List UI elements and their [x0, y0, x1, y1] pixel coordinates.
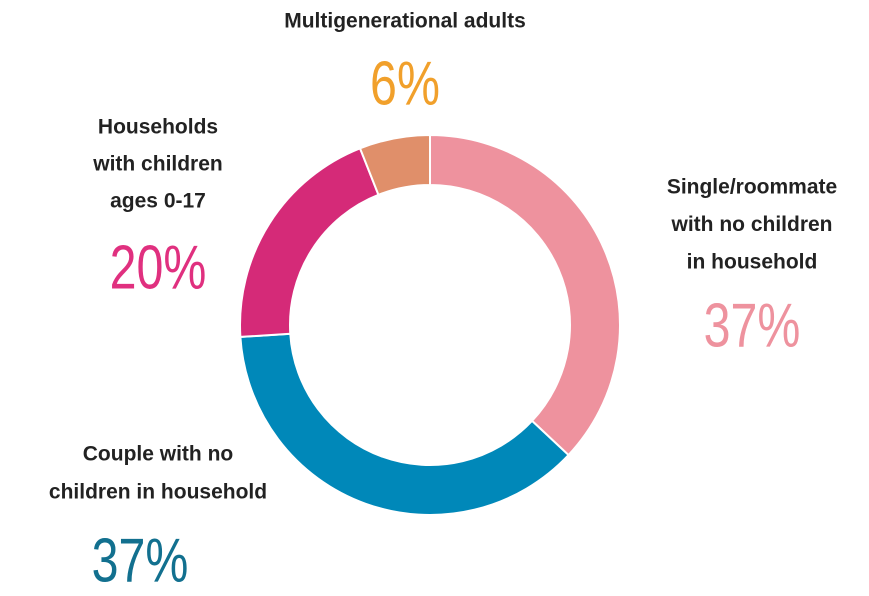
category-label: in household	[687, 251, 818, 274]
value-label: 20%	[110, 233, 207, 302]
donut-segment	[239, 147, 380, 338]
category-label: Multigenerational adults	[284, 10, 526, 33]
category-label: Couple with no	[83, 443, 233, 466]
category-label: Single/roommate	[667, 176, 837, 199]
donut-segment	[358, 133, 431, 197]
category-label: with children	[92, 153, 223, 176]
donut-segment	[429, 133, 621, 457]
value-label: 6%	[370, 49, 440, 118]
value-label: 37%	[92, 526, 189, 595]
category-label: Households	[98, 116, 218, 139]
category-label: children in household	[49, 481, 267, 504]
category-label: ages 0-17	[110, 190, 206, 213]
value-label: 37%	[704, 291, 801, 360]
donut-segment	[239, 332, 570, 516]
category-label: with no children	[671, 213, 833, 236]
